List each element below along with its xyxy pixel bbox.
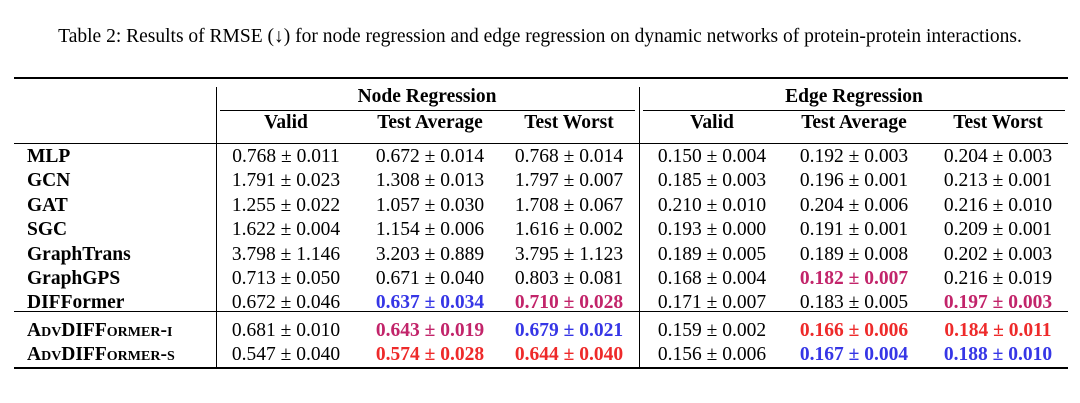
table-row: SGC 1.622 ± 0.004 1.154 ± 0.006 1.616 ± 0.0… — [0, 219, 1080, 243]
model-name: GAT — [27, 194, 68, 216]
edge-regression-group-header: Edge Regression — [785, 86, 923, 107]
metric-cell: 0.168 ± 0.004 — [657, 268, 767, 289]
metric-cell: 1.708 ± 0.067 — [514, 194, 624, 216]
metric-cell: 0.803 ± 0.081 — [514, 268, 624, 289]
metric-cell: 0.547 ± 0.040 — [231, 344, 341, 366]
model-name: SGC — [27, 219, 68, 241]
metric-cell: 3.795 ± 1.123 — [514, 243, 624, 265]
table-caption: Table 2: Results of RMSE (↓) for node re… — [58, 26, 1022, 47]
metric-cell: 1.154 ± 0.006 — [375, 219, 485, 241]
metric-cell: 0.672 ± 0.046 — [231, 292, 341, 314]
metric-cell: 3.203 ± 0.889 — [375, 243, 485, 265]
metric-cell: 0.171 ± 0.007 — [657, 292, 767, 314]
metric-cell: 0.192 ± 0.003 — [799, 146, 909, 167]
column-header: Valid — [690, 112, 734, 133]
metric-cell: 0.202 ± 0.003 — [943, 243, 1053, 265]
metric-cell: 1.255 ± 0.022 — [231, 194, 341, 216]
metric-cell: 0.681 ± 0.010 — [231, 319, 341, 341]
metric-cell: 0.574 ± 0.028 — [375, 344, 485, 366]
metric-cell: 0.672 ± 0.014 — [375, 146, 485, 167]
metric-cell: 0.643 ± 0.019 — [375, 319, 485, 341]
column-header: Test Average — [801, 112, 907, 133]
model-name: MLP — [27, 146, 71, 167]
metric-cell: 0.183 ± 0.005 — [799, 292, 909, 314]
metric-cell: 1.791 ± 0.023 — [231, 170, 341, 192]
metric-cell: 0.768 ± 0.011 — [232, 146, 340, 167]
metric-cell: 1.797 ± 0.007 — [514, 170, 624, 192]
group-divider — [639, 87, 640, 367]
model-name: GraphGPS — [27, 268, 121, 289]
metric-cell: 0.213 ± 0.001 — [943, 170, 1053, 192]
metric-cell: 1.057 ± 0.030 — [375, 194, 485, 216]
table-row: GraphTrans 3.798 ± 1.146 3.203 ± 0.889 3.79… — [0, 244, 1080, 268]
metric-cell: 0.184 ± 0.011 — [944, 319, 1052, 341]
model-name: GraphTrans — [27, 243, 131, 265]
model-column-divider — [216, 87, 217, 367]
metric-cell: 0.166 ± 0.006 — [799, 319, 909, 341]
column-header: Test Worst — [953, 112, 1043, 133]
column-header: Valid — [264, 112, 308, 133]
metric-cell: 3.798 ± 1.146 — [231, 243, 341, 265]
metric-cell: 0.150 ± 0.004 — [657, 146, 767, 167]
metric-cell: 0.193 ± 0.000 — [657, 219, 767, 241]
metric-cell: 0.197 ± 0.003 — [943, 292, 1053, 314]
metric-cell: 0.679 ± 0.021 — [514, 319, 624, 341]
metric-cell: 0.188 ± 0.010 — [943, 344, 1053, 366]
metric-cell: 0.209 ± 0.001 — [943, 219, 1053, 241]
table-row: GraphGPS 0.713 ± 0.050 0.671 ± 0.040 0.803 … — [0, 268, 1080, 292]
table-row: GCN 1.791 ± 0.023 1.308 ± 0.013 1.797 ± 0.0… — [0, 170, 1080, 194]
table-row: AdvDIFFormer-s 0.547 ± 0.040 0.574 ± 0.028… — [0, 344, 1080, 368]
metric-cell: 0.644 ± 0.040 — [514, 344, 624, 366]
column-header: Test Average — [377, 112, 483, 133]
proposed-separator-rule — [14, 311, 1068, 312]
metric-cell: 1.622 ± 0.004 — [231, 219, 341, 241]
metric-cell: 0.156 ± 0.006 — [657, 344, 767, 366]
bottom-rule — [14, 367, 1068, 369]
table-row: MLP 0.768 ± 0.011 0.672 ± 0.014 0.768 ± 0.0… — [0, 146, 1080, 170]
metric-cell: 0.159 ± 0.002 — [657, 319, 767, 341]
model-name: DIFFormer — [27, 292, 125, 314]
metric-cell: 1.616 ± 0.002 — [514, 219, 624, 241]
edge-group-underline — [643, 110, 1065, 111]
model-name: AdvDIFFormer-s — [27, 344, 175, 366]
metric-cell: 0.204 ± 0.006 — [799, 194, 909, 216]
metric-cell: 0.191 ± 0.001 — [799, 219, 909, 241]
metric-cell: 0.637 ± 0.034 — [375, 292, 485, 314]
table-row: AdvDIFFormer-i 0.681 ± 0.010 0.643 ± 0.019… — [0, 320, 1080, 344]
metric-cell: 0.713 ± 0.050 — [231, 268, 341, 289]
header-rule — [14, 143, 1068, 144]
model-name: GCN — [27, 170, 71, 192]
column-header: Test Worst — [524, 112, 614, 133]
metric-cell: 0.710 ± 0.028 — [514, 292, 624, 314]
metric-cell: 0.216 ± 0.019 — [943, 268, 1053, 289]
metric-cell: 0.768 ± 0.014 — [514, 146, 624, 167]
top-rule — [14, 77, 1068, 79]
table-row: GAT 1.255 ± 0.022 1.057 ± 0.030 1.708 ± 0.0… — [0, 195, 1080, 219]
metric-cell: 0.189 ± 0.005 — [657, 243, 767, 265]
metric-cell: 0.185 ± 0.003 — [657, 170, 767, 192]
table-row: DIFFormer 0.672 ± 0.046 0.637 ± 0.034 0.710… — [0, 292, 1080, 316]
metric-cell: 1.308 ± 0.013 — [375, 170, 485, 192]
metric-cell: 0.210 ± 0.010 — [657, 194, 767, 216]
metric-cell: 0.167 ± 0.004 — [799, 344, 909, 366]
metric-cell: 0.196 ± 0.001 — [799, 170, 909, 192]
metric-cell: 0.189 ± 0.008 — [799, 243, 909, 265]
metric-cell: 0.216 ± 0.010 — [943, 194, 1053, 216]
model-name: AdvDIFFormer-i — [27, 319, 173, 341]
metric-cell: 0.204 ± 0.003 — [943, 146, 1053, 167]
node-regression-group-header: Node Regression — [357, 86, 497, 107]
metric-cell: 0.671 ± 0.040 — [375, 268, 485, 289]
node-group-underline — [220, 110, 635, 111]
metric-cell: 0.182 ± 0.007 — [799, 268, 909, 289]
